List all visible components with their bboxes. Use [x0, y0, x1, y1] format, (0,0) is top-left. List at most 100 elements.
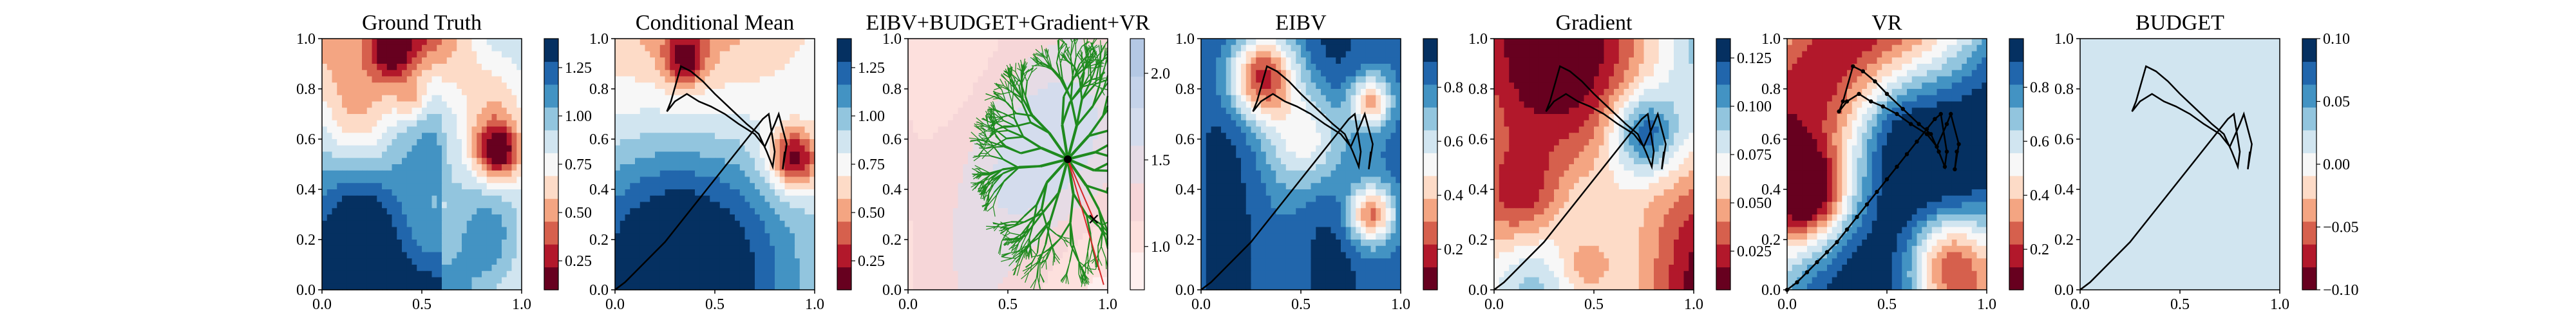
heatmap-cell [695, 164, 701, 171]
heatmap-cell [735, 233, 741, 240]
heatmap-cell [779, 95, 786, 102]
heatmap-cell [690, 277, 696, 284]
heatmap-cell [928, 76, 934, 83]
heatmap-cell [784, 133, 790, 140]
heatmap-cell [685, 39, 690, 46]
heatmap-cell [457, 158, 462, 165]
heatmap-cell [928, 170, 934, 178]
heatmap-cell [948, 158, 954, 165]
heatmap-cell [630, 183, 636, 190]
heatmap-cell [482, 120, 488, 128]
heatmap-cell [1043, 114, 1048, 121]
heatmap-cell [1092, 245, 1099, 253]
heatmap-cell [715, 44, 721, 52]
heatmap-cell [639, 39, 646, 46]
heatmap-cell [1012, 51, 1019, 58]
heatmap-cell [462, 39, 468, 46]
heatmap-cell [918, 101, 923, 108]
heatmap-cell [1088, 170, 1094, 178]
heatmap-cell [615, 120, 621, 128]
heatmap-cell [918, 82, 923, 90]
heatmap-cell [685, 145, 690, 153]
heatmap-cell [397, 145, 402, 153]
heatmap-cell [332, 126, 337, 133]
heatmap-cell [659, 120, 666, 128]
heatmap-cell [431, 270, 437, 278]
heatmap-cell [346, 277, 353, 284]
heatmap-cell [690, 265, 696, 272]
heatmap-cell [397, 220, 402, 228]
heatmap-cell [705, 233, 710, 240]
heatmap-cell [790, 233, 795, 240]
heatmap-cell [968, 270, 974, 278]
heatmap-cell [491, 252, 497, 259]
heatmap-cell [639, 283, 646, 290]
heatmap-cell [810, 164, 815, 171]
heatmap-cell [928, 95, 934, 102]
heatmap-cell [397, 265, 402, 272]
heatmap-cell [1008, 44, 1014, 52]
heatmap-cell [437, 208, 442, 215]
heatmap-cell [1097, 252, 1103, 259]
heatmap-cell [406, 126, 413, 133]
heatmap-cell [1072, 202, 1079, 209]
heatmap-cell [491, 176, 497, 184]
heatmap-cell [1048, 283, 1054, 290]
heatmap-cell [362, 76, 368, 83]
heatmap-cell [625, 164, 630, 171]
heatmap-cell [352, 82, 357, 90]
heatmap-cell [506, 70, 513, 77]
heatmap-cell [1088, 195, 1094, 203]
heatmap-cell [417, 214, 422, 222]
heatmap-cell [362, 151, 368, 158]
heatmap-cell [685, 265, 690, 272]
heatmap-cell [477, 252, 482, 259]
tree-branch [1063, 54, 1068, 61]
heatmap-cell [402, 51, 408, 58]
heatmap-cell [417, 151, 422, 158]
heatmap-cell [431, 133, 437, 140]
heatmap-cell [366, 252, 373, 259]
heatmap-cell [342, 220, 348, 228]
heatmap-cell [695, 158, 701, 165]
heatmap-cell [477, 44, 482, 52]
heatmap-cell [670, 82, 676, 90]
heatmap-cell [739, 151, 746, 158]
heatmap-cell [650, 214, 656, 222]
heatmap-cell [1068, 64, 1074, 71]
heatmap-cell [357, 158, 363, 165]
heatmap-cell [699, 283, 706, 290]
heatmap-cell [918, 195, 923, 203]
heatmap-cell [665, 76, 670, 83]
heatmap-cell [650, 57, 656, 64]
heatmap-cell [764, 145, 770, 153]
heatmap-cell [779, 245, 786, 253]
heatmap-cell [655, 258, 661, 265]
heatmap-cell [1032, 126, 1039, 133]
heatmap-cell [377, 145, 383, 153]
heatmap-cell [457, 283, 462, 290]
heatmap-cell [705, 44, 710, 52]
heatmap-cell [719, 82, 726, 90]
heatmap-cell [1072, 151, 1079, 158]
heatmap-cell [972, 51, 979, 58]
heatmap-cell [719, 227, 726, 234]
heatmap-cell [1012, 151, 1019, 158]
heatmap-cell [377, 108, 383, 115]
heatmap-cell [799, 164, 806, 171]
heatmap-cell [412, 220, 417, 228]
heatmap-cell [482, 170, 488, 178]
heatmap-cell [1103, 208, 1108, 215]
heatmap-cell [719, 277, 726, 284]
heatmap-cell [1012, 44, 1019, 52]
heatmap-cell [779, 265, 786, 272]
heatmap-cell [923, 145, 929, 153]
heatmap-cell [918, 202, 923, 209]
heatmap-cell [679, 208, 686, 215]
heatmap-cell [457, 145, 462, 153]
heatmap-cell [1037, 114, 1043, 121]
heatmap-cell [386, 151, 393, 158]
heatmap-cell [482, 133, 488, 140]
heatmap-cell [457, 189, 462, 196]
heatmap-cell [735, 95, 741, 102]
